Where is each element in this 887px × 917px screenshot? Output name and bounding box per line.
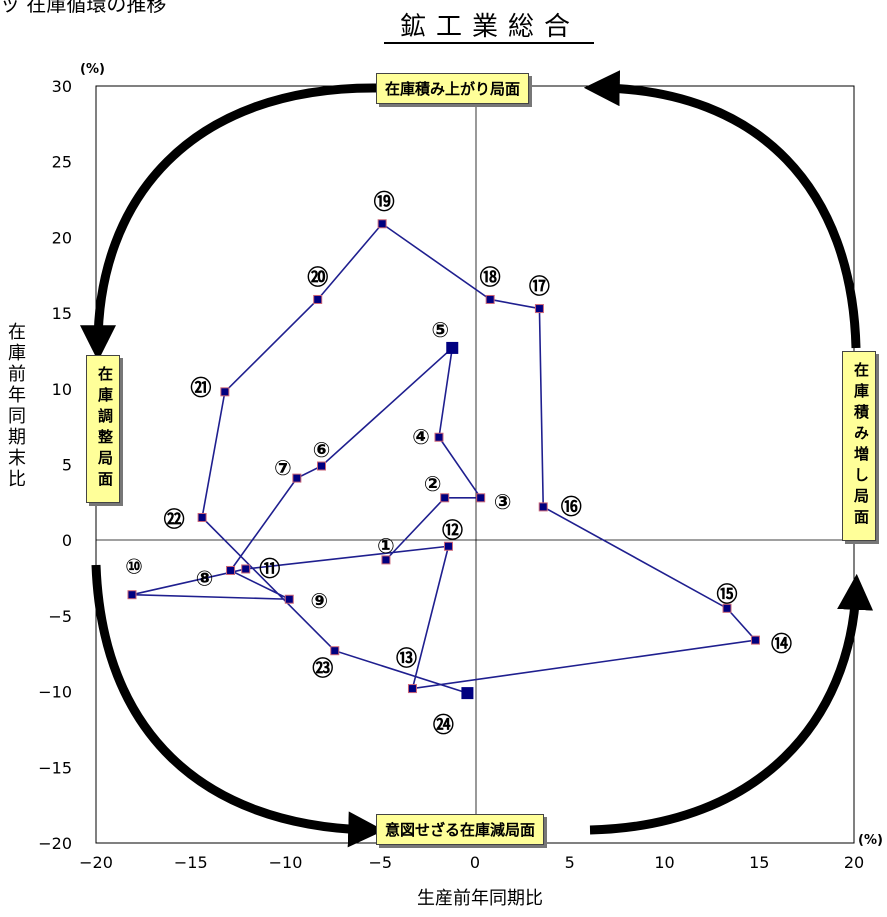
point-label: ③ <box>494 490 512 514</box>
arrow-top-to-left <box>80 83 379 362</box>
data-point <box>330 646 340 656</box>
point-label: ㉓ <box>312 657 333 681</box>
data-point <box>381 555 391 565</box>
point-label: ⑭ <box>771 632 792 656</box>
phase-bottom-label: 意図せざる在庫減局面 <box>376 814 545 845</box>
x-unit-label: (%) <box>858 833 883 848</box>
y-tick-label: −15 <box>38 758 72 777</box>
y-tick-labels: −20 −15 −10 −5 0 5 10 15 20 25 30 <box>38 77 72 853</box>
y-tick-label: 30 <box>52 77 72 96</box>
series-line-group <box>131 222 758 694</box>
data-point <box>476 493 486 503</box>
x-tick-label: −10 <box>269 853 303 872</box>
x-tick-label: 5 <box>565 853 575 872</box>
point-label: ⑲ <box>374 190 395 214</box>
y-axis-label: 在庫前年同期末比 <box>5 322 26 490</box>
point-label: ⑫ <box>442 518 463 542</box>
x-tick-label: 0 <box>470 853 480 872</box>
y-tick-label: 10 <box>52 380 72 399</box>
data-point <box>538 502 548 512</box>
data-point <box>241 564 251 574</box>
data-point <box>197 512 207 522</box>
arrow-bottom-to-right <box>589 573 874 835</box>
point-label: ④ <box>412 425 430 449</box>
y-tick-label: 25 <box>52 153 72 172</box>
phase-left-label: 在庫調整局面 <box>86 355 120 503</box>
data-point <box>440 493 450 503</box>
point-label: ⑦ <box>274 456 292 480</box>
point-label: ① <box>377 534 395 558</box>
point-label: ⑬ <box>396 647 417 671</box>
x-tick-label: −5 <box>368 853 392 872</box>
x-tick-label: −15 <box>174 853 208 872</box>
x-tick-label: 20 <box>844 853 864 872</box>
data-point <box>292 473 302 483</box>
arrow-right-to-top <box>583 70 861 349</box>
x-tick-label: −20 <box>79 853 113 872</box>
phase-right-label: 在庫積み増し局面 <box>842 351 876 541</box>
x-axis-label: 生産前年同期比 <box>417 888 543 909</box>
x-tick-labels: −20 −15 −10 −5 0 5 10 15 20 <box>79 853 864 872</box>
point-label: ⑯ <box>561 495 582 519</box>
data-point <box>220 387 230 397</box>
page-title: ッ 在庫循環の推移 <box>0 0 167 16</box>
point-label: ② <box>424 472 442 496</box>
point-label: ⑪ <box>259 557 280 581</box>
arrow-left-to-bottom <box>91 564 385 848</box>
data-point <box>443 541 453 551</box>
x-tick-label: 10 <box>654 853 674 872</box>
point-label: ⑳ <box>307 265 328 289</box>
point-label: ⑨ <box>310 589 328 613</box>
y-tick-label: 5 <box>62 456 72 475</box>
point-label: ⑧ <box>196 566 214 590</box>
data-point <box>485 294 495 304</box>
point-label: ⑩ <box>125 555 143 579</box>
y-tick-label: −20 <box>38 834 72 853</box>
data-point <box>446 341 459 354</box>
y-unit-label: (%) <box>80 62 105 77</box>
data-point <box>750 635 760 645</box>
data-point <box>317 461 327 471</box>
y-tick-label: −10 <box>38 683 72 702</box>
point-label: ⑮ <box>717 582 738 606</box>
point-label: ㉔ <box>433 713 454 737</box>
y-tick-label: 15 <box>52 304 72 323</box>
y-tick-label: 0 <box>62 531 72 550</box>
phase-top-label: 在庫積み上がり局面 <box>376 73 530 104</box>
x-tick-label: 15 <box>749 853 769 872</box>
y-tick-label: 20 <box>52 228 72 247</box>
data-point <box>377 219 387 229</box>
point-label: ⑱ <box>480 265 501 289</box>
data-point <box>461 687 474 700</box>
point-label: ㉒ <box>164 507 185 531</box>
plot-frame <box>95 85 855 844</box>
data-point <box>226 565 236 575</box>
point-label: ㉑ <box>190 376 211 400</box>
data-point <box>313 294 323 304</box>
data-point <box>534 304 544 314</box>
data-markers <box>127 219 760 700</box>
data-point <box>722 603 732 613</box>
point-label: ⑰ <box>529 275 550 299</box>
data-point <box>127 590 137 600</box>
data-point <box>434 432 444 442</box>
chart-title: 鉱工業総合 <box>399 12 580 42</box>
data-point <box>407 684 417 694</box>
chart-title-underline <box>384 42 594 44</box>
point-label: ⑥ <box>313 438 331 462</box>
point-label: ⑤ <box>431 318 449 342</box>
data-point <box>284 594 294 604</box>
y-tick-label: −5 <box>48 607 72 626</box>
series-line <box>131 222 758 694</box>
